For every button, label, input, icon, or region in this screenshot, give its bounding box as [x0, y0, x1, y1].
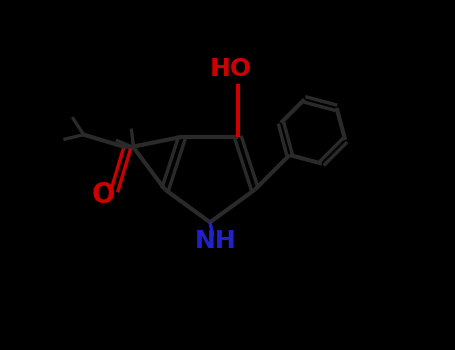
Text: HO: HO	[210, 56, 252, 80]
Text: O: O	[92, 181, 116, 209]
Text: NH: NH	[194, 230, 236, 253]
